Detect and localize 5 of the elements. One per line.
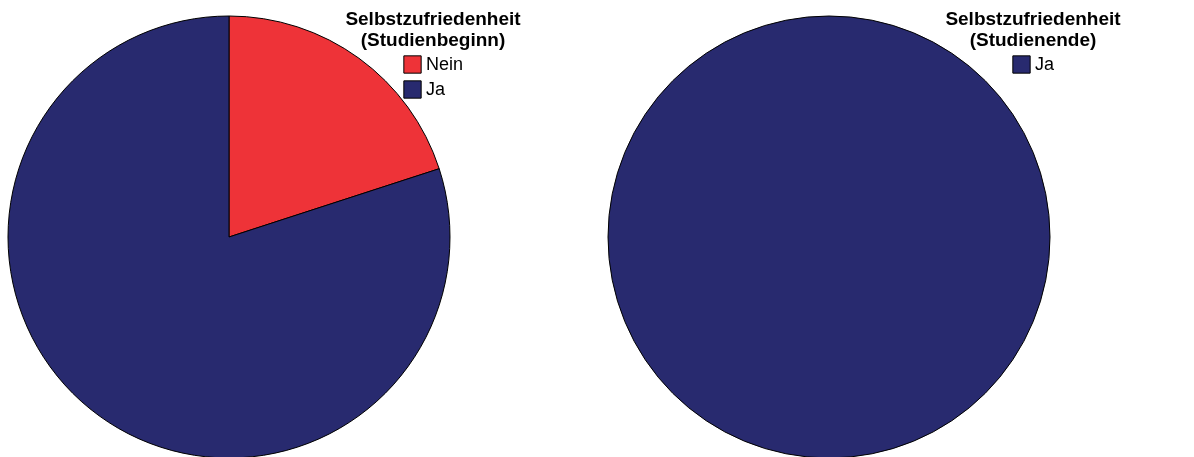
legend-label: Ja (1035, 53, 1055, 74)
legend-title: Selbstzufriedenheit (Studienbeginn) (345, 8, 522, 50)
legend-label: Ja (426, 78, 446, 99)
legend-title: Selbstzufriedenheit (Studienende) (945, 8, 1122, 50)
legend-label: Nein (426, 53, 464, 74)
